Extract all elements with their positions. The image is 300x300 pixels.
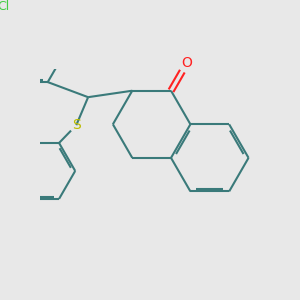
Text: S: S: [72, 118, 81, 132]
Text: O: O: [182, 56, 193, 70]
Text: Cl: Cl: [0, 0, 10, 13]
